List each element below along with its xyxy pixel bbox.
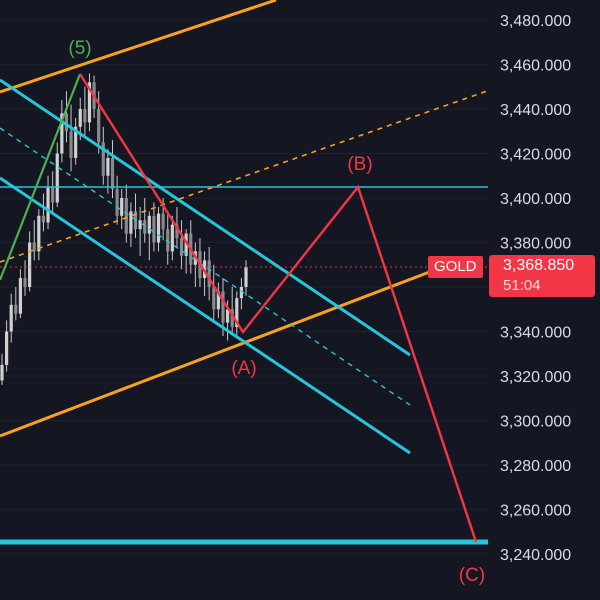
candle-body: [46, 186, 50, 223]
candle-body: [175, 224, 179, 239]
candle-body: [147, 215, 151, 234]
wave-label: (C): [459, 565, 485, 586]
candle-body: [74, 126, 78, 158]
y-tick-label: 3,380.000: [500, 236, 571, 253]
candle-body: [60, 113, 64, 154]
candle-body: [51, 186, 55, 203]
orange-channel-mid: [0, 89, 491, 263]
orange-channel-upper: [0, 0, 277, 94]
y-tick-label: 3,280.000: [500, 458, 571, 475]
candle-body: [120, 198, 124, 216]
candle-body: [83, 109, 87, 123]
candle-body: [87, 82, 92, 123]
candle-body: [166, 229, 170, 252]
candle-body: [212, 287, 216, 310]
candle-body: [161, 213, 165, 230]
y-tick-label: 3,240.000: [500, 547, 571, 564]
last-price-tag: 3,368.850 51:04: [489, 255, 595, 297]
candle-body: [207, 260, 211, 287]
orange-channel-lower: [0, 266, 441, 438]
y-tick-label: 3,460.000: [500, 58, 571, 75]
y-tick-label: 3,320.000: [500, 369, 571, 386]
candle-body: [230, 309, 234, 328]
candle-body: [110, 157, 115, 190]
y-tick-label: 3,300.000: [500, 414, 571, 431]
candle-body: [184, 233, 188, 256]
y-tick-label: 3,260.000: [500, 503, 571, 520]
y-tick-label: 3,400.000: [500, 191, 571, 208]
y-tick-label: 3,440.000: [500, 102, 571, 119]
candle-body: [216, 291, 220, 310]
candle-body: [14, 304, 18, 314]
symbol-tag: GOLD: [428, 256, 483, 278]
candle-body: [64, 113, 69, 132]
y-tick-label: 3,340.000: [500, 325, 571, 342]
candle-body: [32, 242, 36, 252]
candle-body: [0, 364, 4, 381]
candle-body: [9, 304, 13, 332]
cyan-channel-mid: [0, 127, 411, 406]
y-tick-label: 3,480.000: [500, 13, 571, 30]
candle-body: [221, 291, 225, 323]
candle-body: [244, 266, 248, 287]
candle-body: [5, 331, 9, 365]
candle-body: [152, 215, 156, 243]
candle-body: [129, 211, 133, 234]
candle-body: [78, 109, 82, 127]
cyan-channel-lower: [0, 176, 411, 455]
wave-label: (5): [68, 38, 91, 59]
candle-body: [239, 287, 243, 299]
y-tick-label: 3,420.000: [500, 147, 571, 164]
candle-body: [143, 220, 147, 234]
candle-body: [55, 153, 59, 203]
candle-body: [18, 278, 23, 314]
candle-body: [69, 131, 73, 158]
bar-countdown: 51:04: [503, 277, 541, 294]
wave-label: (B): [347, 154, 372, 175]
candle-body: [138, 220, 142, 230]
corrective-wave-path: [78, 73, 478, 543]
candle-body: [28, 242, 32, 287]
candle-body: [225, 309, 230, 323]
cyan-channel-upper: [0, 78, 411, 357]
candle-body: [235, 298, 239, 328]
candle-body: [106, 157, 110, 176]
candle-body: [170, 224, 174, 252]
last-price: 3,368.850: [503, 257, 575, 274]
impulse-wave-line: [0, 73, 82, 281]
wave-label: (A): [231, 358, 256, 379]
candle-body: [23, 278, 27, 287]
candle-body: [97, 109, 101, 143]
candle-body: [101, 142, 105, 176]
candle-body: [37, 215, 41, 252]
candle-body: [124, 198, 128, 234]
candle-body: [115, 189, 119, 216]
candle-body: [179, 238, 184, 256]
candle-body: [156, 213, 161, 243]
candle-body: [41, 215, 46, 223]
